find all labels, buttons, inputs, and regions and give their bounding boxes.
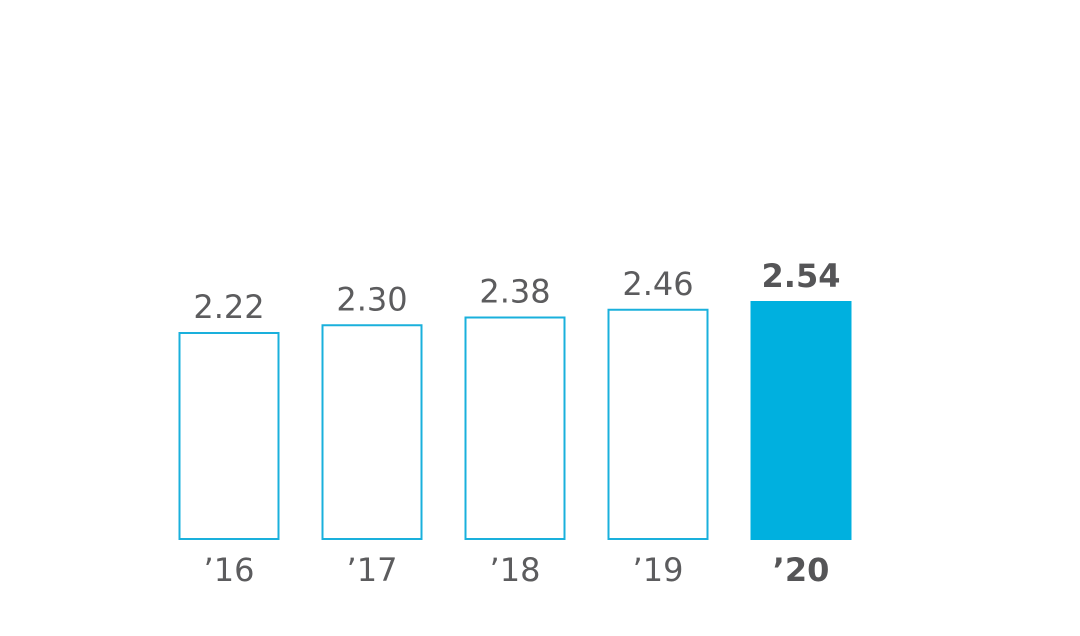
x-tick-label-1: ’16 [204, 551, 255, 589]
bar-3 [464, 316, 566, 540]
x-axis-tick-labels: ’16 ’17 ’18 ’19 ’20 [204, 551, 830, 589]
value-labels-group: 2.22 2.30 2.38 2.46 2.54 [193, 257, 840, 326]
value-label-4: 2.46 [622, 265, 693, 303]
bars-group [178, 301, 852, 540]
bar-4 [607, 308, 709, 540]
value-label-5: 2.54 [762, 257, 841, 295]
bar-2 [321, 324, 423, 540]
bar-5 [750, 301, 852, 540]
x-tick-label-4: ’19 [633, 551, 684, 589]
x-tick-label-2: ’17 [347, 551, 398, 589]
bar-1 [178, 332, 280, 540]
value-label-2: 2.30 [336, 280, 407, 318]
x-tick-label-5: ’20 [773, 551, 830, 589]
value-label-3: 2.38 [479, 273, 550, 311]
x-tick-label-3: ’18 [490, 551, 541, 589]
value-label-1: 2.22 [193, 288, 264, 326]
